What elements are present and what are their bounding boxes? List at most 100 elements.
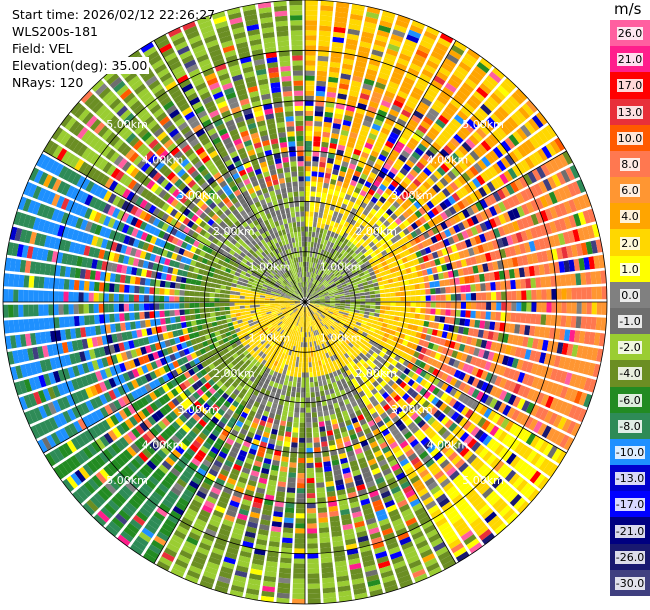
velocity-cell [466, 206, 475, 216]
velocity-cell [384, 175, 393, 184]
velocity-cell [485, 75, 499, 87]
velocity-cell [541, 127, 553, 141]
velocity-cell [445, 286, 451, 294]
velocity-cell [317, 269, 321, 275]
velocity-cell [479, 320, 486, 329]
velocity-cell [276, 372, 282, 379]
velocity-cell [307, 241, 311, 247]
velocity-cell [307, 598, 321, 604]
velocity-cell [466, 98, 479, 110]
velocity-cell [393, 24, 407, 34]
velocity-cell [319, 298, 325, 301]
velocity-cell [521, 254, 529, 266]
velocity-cell [508, 268, 515, 279]
velocity-cell [349, 291, 355, 295]
velocity-cell [439, 32, 454, 44]
velocity-cell [503, 77, 517, 90]
velocity-cell [516, 256, 524, 267]
velocity-cell [409, 62, 422, 73]
velocity-cell [442, 86, 454, 97]
velocity-cell [383, 265, 390, 271]
velocity-cell [331, 215, 337, 222]
velocity-cell [279, 378, 285, 385]
velocity-cell [308, 295, 313, 299]
velocity-cell [493, 109, 506, 122]
velocity-cell [543, 263, 550, 275]
velocity-cell [411, 133, 422, 143]
velocity-cell [491, 67, 505, 80]
velocity-cell [385, 140, 395, 149]
velocity-cell [484, 272, 490, 282]
velocity-cell [315, 391, 320, 397]
velocity-cell [362, 120, 372, 128]
velocity-cell [325, 425, 333, 432]
velocity-cell [368, 100, 379, 109]
velocity-cell [375, 305, 381, 310]
velocity-cell [481, 156, 491, 168]
velocity-cell [562, 231, 571, 245]
velocity-cell [309, 256, 312, 263]
velocity-cell [470, 226, 479, 236]
velocity-cell [326, 285, 331, 290]
velocity-cell [378, 317, 384, 323]
velocity-cell [358, 245, 365, 251]
velocity-cell [320, 390, 325, 397]
velocity-cell [536, 166, 546, 179]
velocity-cell [353, 287, 359, 292]
velocity-cell [299, 417, 305, 423]
velocity-cell [586, 302, 592, 315]
velocity-cell [325, 101, 335, 108]
velocity-cell [409, 204, 418, 213]
velocity-cell [374, 141, 384, 149]
velocity-cell [465, 228, 474, 238]
velocity-cell [329, 66, 340, 73]
velocity-cell [460, 293, 467, 301]
velocity-cell [480, 283, 486, 292]
velocity-cell [438, 323, 445, 330]
velocity-cell [430, 308, 436, 315]
velocity-cell [330, 300, 336, 302]
velocity-cell [379, 196, 387, 204]
velocity-cell [399, 251, 406, 259]
velocity-cell [439, 231, 447, 240]
velocity-cell [392, 162, 402, 171]
velocity-cell [450, 152, 461, 163]
velocity-cell [305, 115, 313, 121]
velocity-cell [334, 280, 340, 285]
velocity-cell [455, 189, 465, 200]
velocity-cell [324, 224, 330, 230]
velocity-cell [381, 192, 390, 200]
velocity-cell [470, 293, 477, 301]
velocity-cell [531, 115, 544, 129]
velocity-cell [425, 88, 438, 99]
velocity-cell [465, 310, 471, 318]
velocity-cell [322, 456, 331, 462]
velocity-cell [428, 55, 442, 66]
velocity-cell [318, 380, 323, 387]
velocity-cell [367, 63, 379, 72]
velocity-cell [354, 112, 364, 120]
velocity-cell [419, 39, 433, 50]
velocity-cell [425, 308, 431, 314]
velocity-cell [566, 288, 572, 300]
velocity-cell [415, 49, 429, 59]
velocity-cell [305, 236, 308, 242]
velocity-cell [585, 241, 593, 255]
velocity-cell [342, 265, 348, 270]
velocity-cell [378, 24, 392, 34]
velocity-cell [526, 253, 534, 265]
velocity-cell [324, 111, 334, 118]
velocity-cell [365, 204, 373, 212]
velocity-cell [393, 175, 402, 184]
velocity-cell [325, 269, 330, 275]
velocity-cell [454, 149, 465, 160]
velocity-cell [277, 582, 291, 589]
velocity-cell [358, 97, 369, 106]
velocity-cell [363, 251, 370, 257]
velocity-cell [510, 279, 516, 290]
velocity-cell [329, 220, 335, 227]
velocity-cell [373, 316, 379, 321]
velocity-cell [380, 271, 387, 277]
velocity-cell [312, 278, 315, 284]
